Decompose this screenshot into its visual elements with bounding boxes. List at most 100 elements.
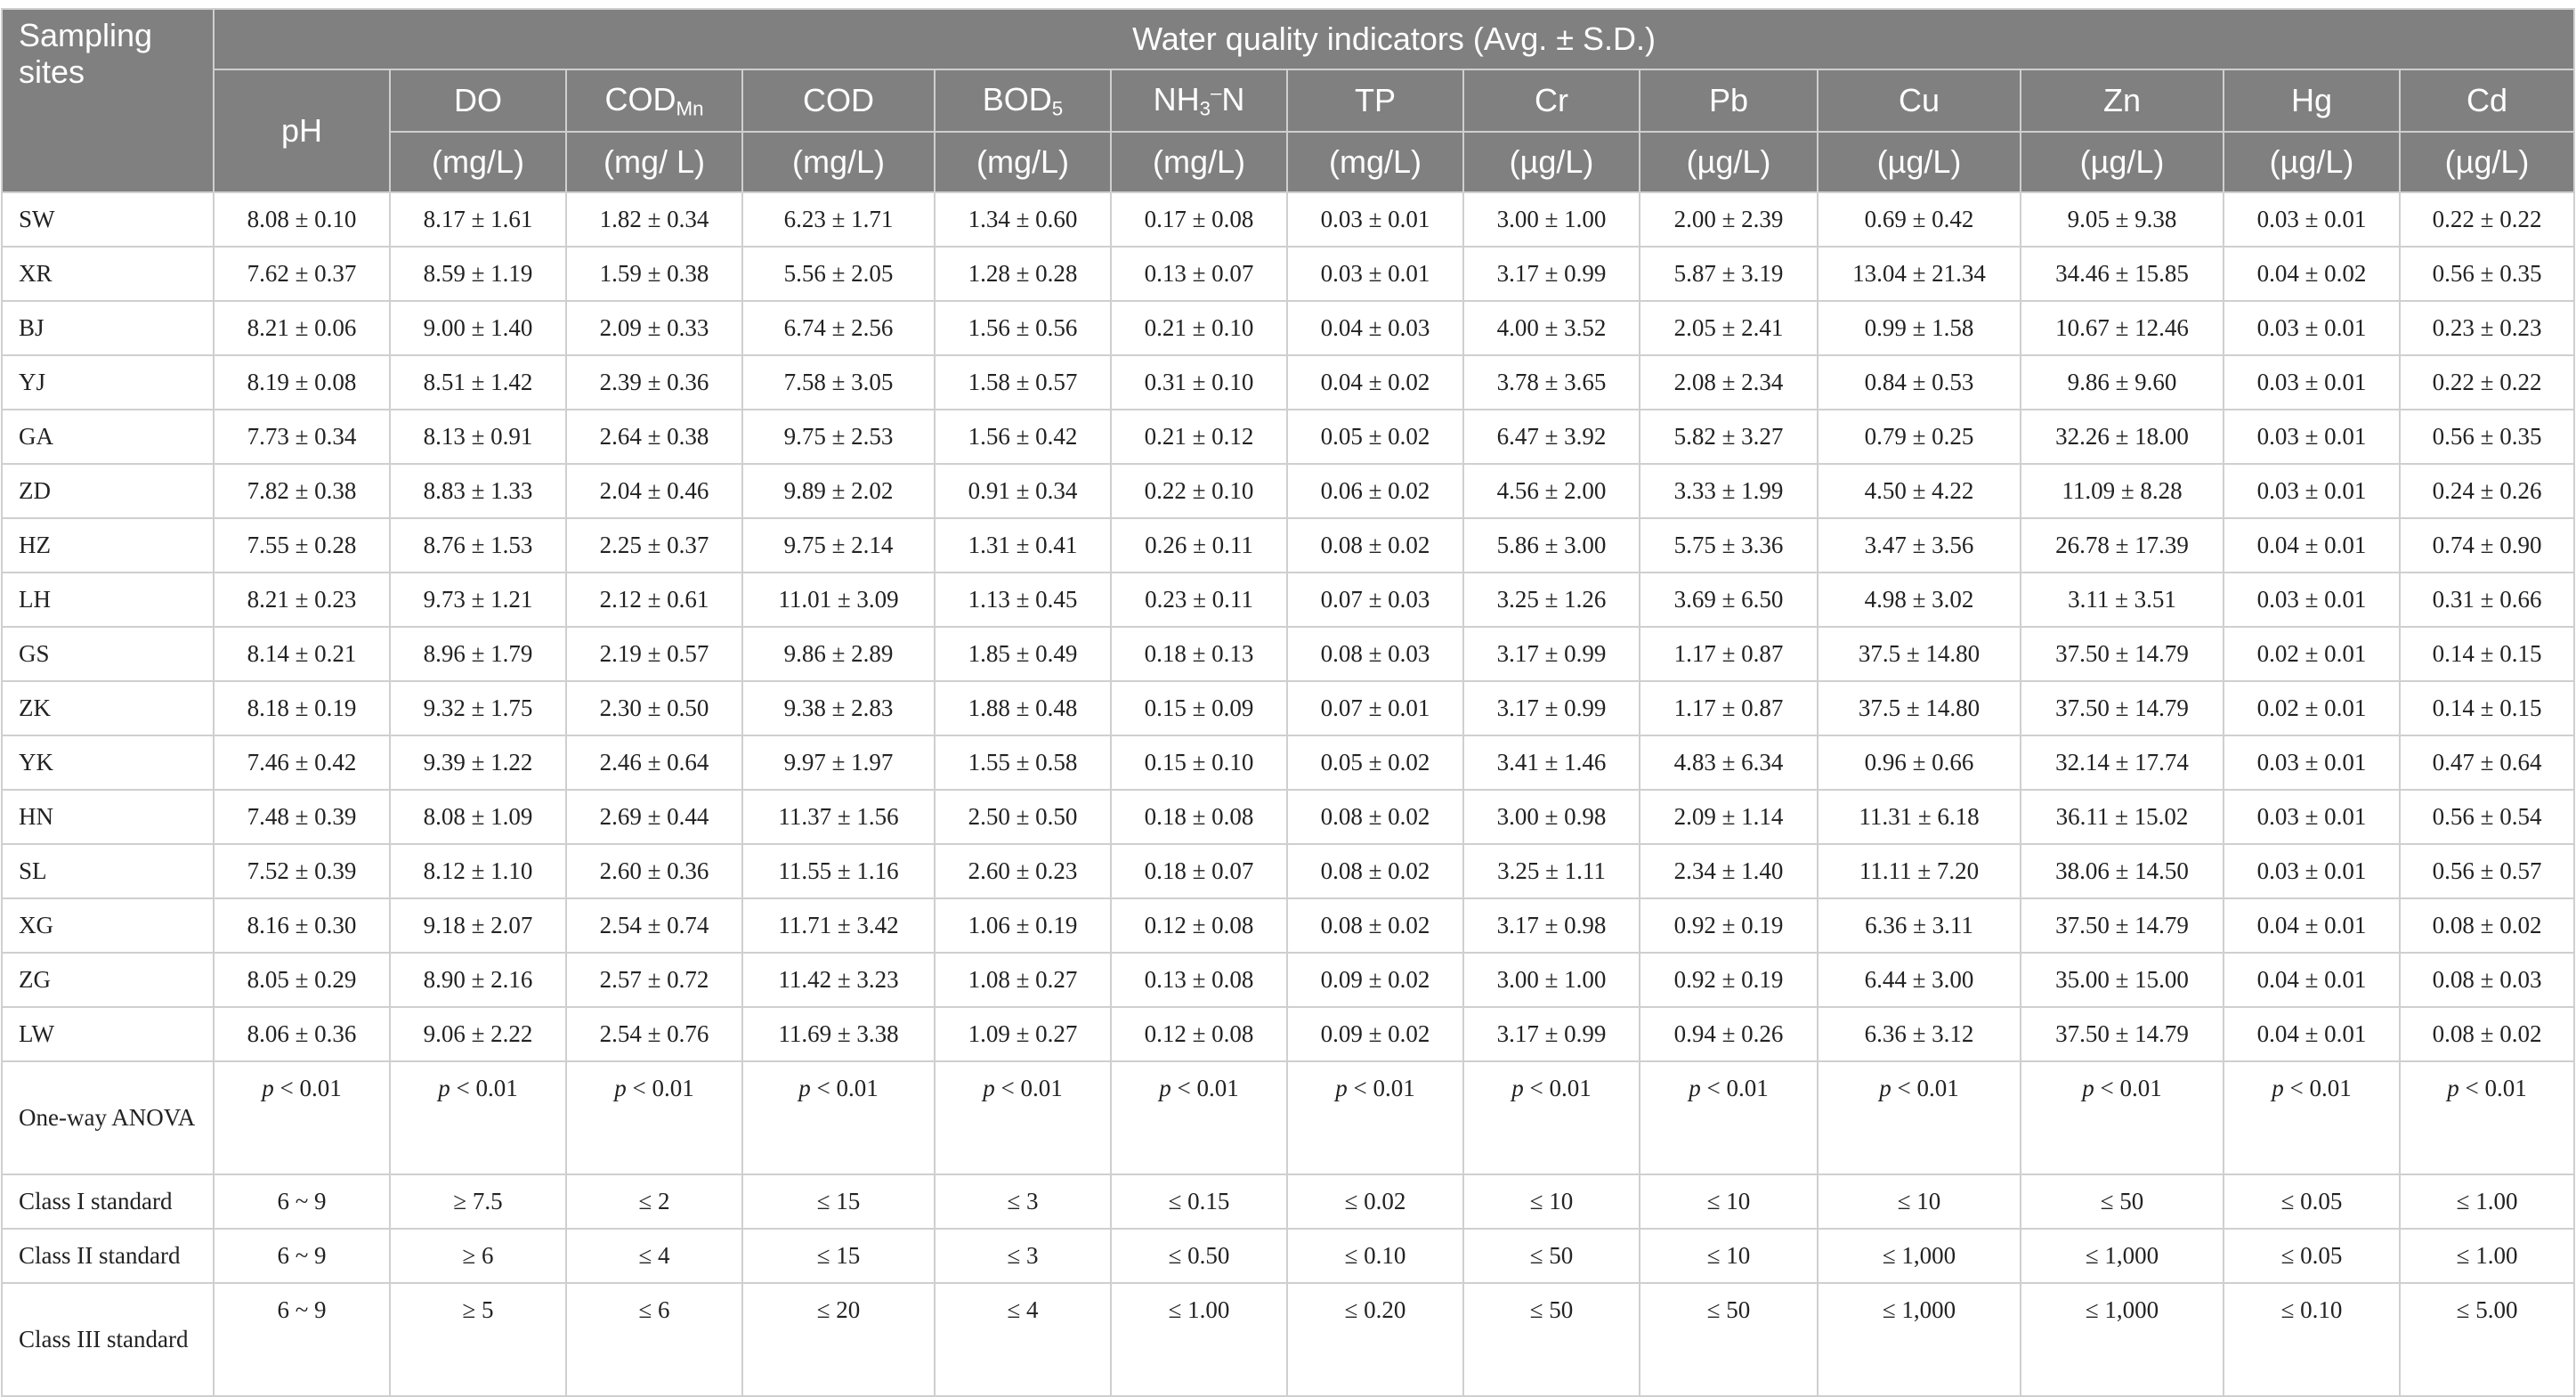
value-cell: 1.06 ± 0.19 <box>934 897 1112 954</box>
table-row: SW 8.08 ± 0.10 8.17 ± 1.61 1.82 ± 0.34 6.23 … <box>1 191 2576 248</box>
value-cell: 9.73 ± 1.21 <box>389 572 567 628</box>
value-cell: 2.25 ± 0.37 <box>565 517 743 573</box>
value-cell: 0.03 ± 0.01 <box>1286 191 1464 248</box>
standard-value-cell: ≤ 0.50 <box>1110 1228 1288 1284</box>
value-cell: 4.00 ± 3.52 <box>1462 300 1640 356</box>
value-cell: 0.22 ± 0.10 <box>1110 463 1288 519</box>
sampling-sites-header: Sampling sites <box>1 8 215 193</box>
anova-p-cell: p < 0.01 <box>2398 1060 2576 1175</box>
standard-row: Class III standard 6 ~ 9 ≥ 5 ≤ 6 ≤ 20 ≤ 4 ≤ 1.… <box>1 1282 2576 1397</box>
standard-value-cell: ≥ 5 <box>389 1282 567 1397</box>
p-symbol: p <box>2447 1075 2459 1101</box>
standard-value-cell: ≤ 2 <box>565 1174 743 1230</box>
value-cell: 0.04 ± 0.01 <box>2223 952 2401 1008</box>
value-cell: 0.08 ± 0.02 <box>1286 517 1464 573</box>
value-cell: 2.46 ± 0.64 <box>565 735 743 791</box>
value-cell: 11.42 ± 3.23 <box>741 952 936 1008</box>
value-cell: 2.19 ± 0.57 <box>565 626 743 682</box>
site-cell: HZ <box>1 517 215 573</box>
value-cell: 38.06 ± 14.50 <box>2020 843 2224 899</box>
value-cell: 0.84 ± 0.53 <box>1817 354 2021 410</box>
value-cell: 0.03 ± 0.01 <box>2223 409 2401 465</box>
value-cell: 1.28 ± 0.28 <box>934 246 1112 302</box>
value-cell: 0.04 ± 0.01 <box>2223 517 2401 573</box>
value-cell: 11.31 ± 6.18 <box>1817 789 2021 845</box>
site-cell: YJ <box>1 354 215 410</box>
value-cell: 0.17 ± 0.08 <box>1110 191 1288 248</box>
anova-p-cell: p < 0.01 <box>1110 1060 1288 1175</box>
standard-value-cell: ≤ 15 <box>741 1174 936 1230</box>
value-cell: 2.04 ± 0.46 <box>565 463 743 519</box>
value-cell: 1.34 ± 0.60 <box>934 191 1112 248</box>
value-cell: 0.04 ± 0.02 <box>1286 354 1464 410</box>
p-value: < 0.01 <box>273 1075 342 1101</box>
value-cell: 1.08 ± 0.27 <box>934 952 1112 1008</box>
value-cell: 0.02 ± 0.01 <box>2223 680 2401 736</box>
value-cell: 2.54 ± 0.74 <box>565 897 743 954</box>
anova-p-cell: p < 0.01 <box>934 1060 1112 1175</box>
value-cell: 7.73 ± 0.34 <box>213 409 391 465</box>
value-cell: 0.47 ± 0.64 <box>2398 735 2576 791</box>
value-cell: 37.50 ± 14.79 <box>2020 680 2224 736</box>
value-cell: 0.92 ± 0.19 <box>1639 952 1819 1008</box>
unit-header: (mg/L) <box>741 131 936 193</box>
value-cell: 11.11 ± 7.20 <box>1817 843 2021 899</box>
p-value: < 0.01 <box>2094 1075 2162 1101</box>
standard-value-cell: ≤ 0.05 <box>2223 1228 2401 1284</box>
value-cell: 0.23 ± 0.11 <box>1110 572 1288 628</box>
standard-value-cell: ≤ 20 <box>741 1282 936 1397</box>
unit-header: (µg/L) <box>1639 131 1819 193</box>
value-cell: 0.03 ± 0.01 <box>2223 300 2401 356</box>
value-cell: 0.99 ± 1.58 <box>1817 300 2021 356</box>
value-cell: 0.04 ± 0.01 <box>2223 897 2401 954</box>
standard-value-cell: ≤ 10 <box>1639 1228 1819 1284</box>
value-cell: 0.04 ± 0.02 <box>2223 246 2401 302</box>
unit-header: (mg/L) <box>934 131 1112 193</box>
standard-value-cell: ≤ 1,000 <box>2020 1228 2224 1284</box>
value-cell: 3.17 ± 0.99 <box>1462 626 1640 682</box>
value-cell: 2.54 ± 0.76 <box>565 1006 743 1062</box>
anova-p-cell: p < 0.01 <box>1817 1060 2021 1175</box>
value-cell: 0.56 ± 0.35 <box>2398 409 2576 465</box>
value-cell: 4.50 ± 4.22 <box>1817 463 2021 519</box>
value-cell: 8.59 ± 1.19 <box>389 246 567 302</box>
value-cell: 8.90 ± 2.16 <box>389 952 567 1008</box>
value-cell: 2.69 ± 0.44 <box>565 789 743 845</box>
p-symbol: p <box>614 1075 627 1101</box>
unit-header: (mg/L) <box>389 131 567 193</box>
value-cell: 4.56 ± 2.00 <box>1462 463 1640 519</box>
value-cell: 5.87 ± 3.19 <box>1639 246 1819 302</box>
value-cell: 2.09 ± 1.14 <box>1639 789 1819 845</box>
value-cell: 2.12 ± 0.61 <box>565 572 743 628</box>
value-cell: 0.22 ± 0.22 <box>2398 191 2576 248</box>
table-row: XR 7.62 ± 0.37 8.59 ± 1.19 1.59 ± 0.38 5.56 … <box>1 246 2576 302</box>
value-cell: 0.02 ± 0.01 <box>2223 626 2401 682</box>
value-cell: 3.69 ± 6.50 <box>1639 572 1819 628</box>
value-cell: 9.97 ± 1.97 <box>741 735 936 791</box>
p-value: < 0.01 <box>994 1075 1063 1101</box>
value-cell: 9.32 ± 1.75 <box>389 680 567 736</box>
value-cell: 8.14 ± 0.21 <box>213 626 391 682</box>
value-cell: 1.13 ± 0.45 <box>934 572 1112 628</box>
value-cell: 9.86 ± 9.60 <box>2020 354 2224 410</box>
value-cell: 5.56 ± 2.05 <box>741 246 936 302</box>
value-cell: 0.56 ± 0.35 <box>2398 246 2576 302</box>
value-cell: 6.47 ± 3.92 <box>1462 409 1640 465</box>
standard-value-cell: ≤ 3 <box>934 1174 1112 1230</box>
value-cell: 2.50 ± 0.50 <box>934 789 1112 845</box>
indicator-header: NH3–N <box>1110 69 1288 133</box>
indicator-header: COD <box>741 69 936 133</box>
value-cell: 8.21 ± 0.23 <box>213 572 391 628</box>
value-cell: 7.52 ± 0.39 <box>213 843 391 899</box>
p-symbol: p <box>262 1075 274 1101</box>
value-cell: 7.58 ± 3.05 <box>741 354 936 410</box>
table-row: GS 8.14 ± 0.21 8.96 ± 1.79 2.19 ± 0.57 9.86 … <box>1 626 2576 682</box>
value-cell: 10.67 ± 12.46 <box>2020 300 2224 356</box>
table-row: BJ 8.21 ± 0.06 9.00 ± 1.40 2.09 ± 0.33 6.74 … <box>1 300 2576 356</box>
value-cell: 1.88 ± 0.48 <box>934 680 1112 736</box>
value-cell: 3.17 ± 0.99 <box>1462 246 1640 302</box>
value-cell: 0.04 ± 0.03 <box>1286 300 1464 356</box>
value-cell: 0.07 ± 0.01 <box>1286 680 1464 736</box>
unit-header: (µg/L) <box>2020 131 2224 193</box>
value-cell: 2.08 ± 2.34 <box>1639 354 1819 410</box>
